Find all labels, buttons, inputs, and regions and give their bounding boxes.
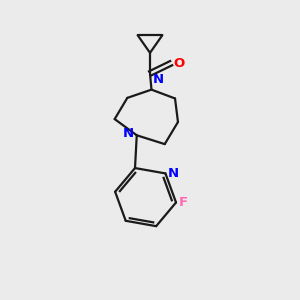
Text: N: N	[168, 167, 179, 180]
Text: O: O	[174, 57, 185, 70]
Text: F: F	[179, 196, 188, 209]
Text: N: N	[123, 127, 134, 140]
Text: N: N	[153, 73, 164, 86]
